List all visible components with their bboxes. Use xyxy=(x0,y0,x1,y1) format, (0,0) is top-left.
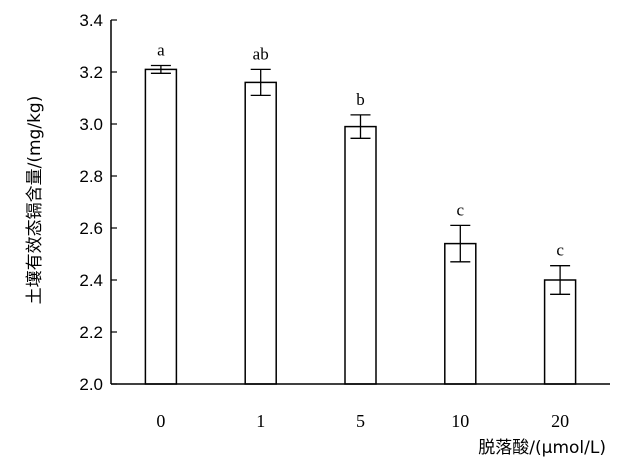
error-bar xyxy=(450,224,471,263)
x-tick-label: 10 xyxy=(451,411,469,431)
error-bar xyxy=(150,64,171,74)
significance-label: c xyxy=(457,200,465,219)
y-tick-label: 3.4 xyxy=(79,11,103,30)
significance-label: ab xyxy=(253,44,269,63)
significance-label: a xyxy=(157,41,165,60)
x-tick-label: 20 xyxy=(551,411,569,431)
y-tick-label: 2.8 xyxy=(79,167,103,186)
bar xyxy=(144,68,178,385)
error-bar xyxy=(550,265,571,295)
x-tick-label: 0 xyxy=(156,411,165,431)
y-tick-label: 2.4 xyxy=(79,271,103,290)
error-bar xyxy=(250,68,271,97)
y-axis-label: 土壤有效态镉含量/(mg/kg) xyxy=(24,96,45,305)
y-axis-ticks: 2.0 2.2 2.4 2.6 2.8 3.0 3.2 3.4 xyxy=(79,11,117,394)
x-tick-label: 5 xyxy=(356,411,365,431)
bar xyxy=(543,279,577,385)
y-tick-label: 2.2 xyxy=(79,323,103,342)
significance-label: b xyxy=(356,90,365,109)
y-tick-label: 3.2 xyxy=(79,63,103,82)
x-axis-label: 脱落酸/(μmol/L) xyxy=(478,438,606,458)
bars: a ab b c c xyxy=(144,41,577,385)
x-axis-tick-labels: 0 1 5 10 20 xyxy=(156,411,569,431)
y-tick-label: 3.0 xyxy=(79,115,103,134)
y-tick-label: 2.6 xyxy=(79,219,103,238)
bar xyxy=(444,242,477,385)
significance-label: c xyxy=(556,241,564,260)
bar xyxy=(244,81,277,385)
error-bar xyxy=(350,114,371,139)
y-tick-label: 2.0 xyxy=(79,375,103,394)
bar xyxy=(344,125,377,385)
x-tick-label: 1 xyxy=(256,411,265,431)
